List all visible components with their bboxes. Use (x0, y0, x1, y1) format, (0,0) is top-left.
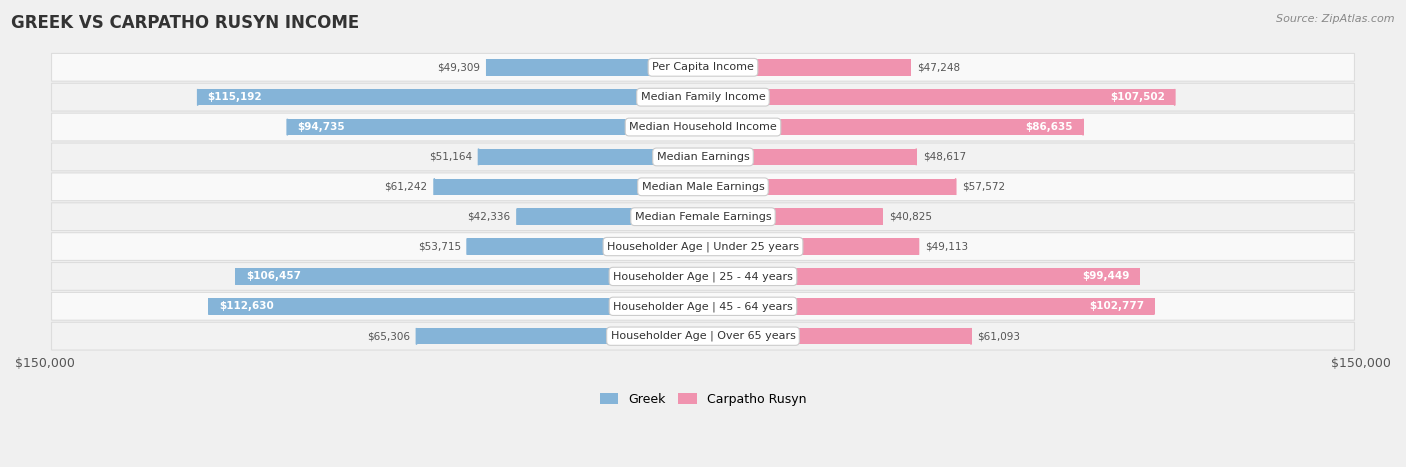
Text: Median Earnings: Median Earnings (657, 152, 749, 162)
Bar (703, 208, 882, 225)
FancyBboxPatch shape (52, 143, 1354, 171)
Bar (703, 178, 956, 195)
Text: $102,777: $102,777 (1088, 301, 1144, 311)
Text: $112,630: $112,630 (219, 301, 274, 311)
Bar (287, 119, 703, 135)
Text: Householder Age | Under 25 years: Householder Age | Under 25 years (607, 241, 799, 252)
Text: $65,306: $65,306 (367, 331, 411, 341)
Text: Median Household Income: Median Household Income (628, 122, 778, 132)
FancyBboxPatch shape (52, 173, 1354, 201)
Bar (517, 208, 703, 225)
Bar (703, 238, 918, 255)
Text: Householder Age | 45 - 64 years: Householder Age | 45 - 64 years (613, 301, 793, 311)
FancyBboxPatch shape (52, 53, 1354, 81)
Text: $61,093: $61,093 (977, 331, 1021, 341)
Text: $47,248: $47,248 (917, 62, 960, 72)
Text: Median Family Income: Median Family Income (641, 92, 765, 102)
Text: $94,735: $94,735 (297, 122, 344, 132)
Text: Source: ZipAtlas.com: Source: ZipAtlas.com (1277, 14, 1395, 24)
Text: $42,336: $42,336 (468, 212, 510, 222)
Bar (703, 59, 910, 76)
Text: Householder Age | 25 - 44 years: Householder Age | 25 - 44 years (613, 271, 793, 282)
Bar (416, 328, 703, 344)
Bar (486, 59, 703, 76)
Text: Median Female Earnings: Median Female Earnings (634, 212, 772, 222)
FancyBboxPatch shape (52, 322, 1354, 350)
Bar (703, 328, 972, 344)
FancyBboxPatch shape (52, 113, 1354, 141)
Bar (703, 89, 1174, 106)
Text: $40,825: $40,825 (889, 212, 932, 222)
Text: $115,192: $115,192 (208, 92, 262, 102)
Text: $49,309: $49,309 (437, 62, 479, 72)
Bar (703, 298, 1154, 314)
Text: Householder Age | Over 65 years: Householder Age | Over 65 years (610, 331, 796, 341)
Text: Per Capita Income: Per Capita Income (652, 62, 754, 72)
Bar (703, 149, 917, 165)
Text: $57,572: $57,572 (962, 182, 1005, 192)
Text: Median Male Earnings: Median Male Earnings (641, 182, 765, 192)
FancyBboxPatch shape (52, 203, 1354, 231)
Bar (209, 298, 703, 314)
FancyBboxPatch shape (52, 233, 1354, 261)
Text: $106,457: $106,457 (246, 271, 301, 282)
Text: $51,164: $51,164 (429, 152, 472, 162)
Text: GREEK VS CARPATHO RUSYN INCOME: GREEK VS CARPATHO RUSYN INCOME (11, 14, 360, 32)
Bar (467, 238, 703, 255)
Text: $53,715: $53,715 (418, 241, 461, 252)
FancyBboxPatch shape (52, 292, 1354, 320)
Bar (198, 89, 703, 106)
Bar (703, 119, 1083, 135)
Text: $99,449: $99,449 (1083, 271, 1129, 282)
Text: $49,113: $49,113 (925, 241, 969, 252)
Text: $86,635: $86,635 (1026, 122, 1073, 132)
Text: $61,242: $61,242 (385, 182, 427, 192)
Text: $107,502: $107,502 (1109, 92, 1164, 102)
FancyBboxPatch shape (52, 83, 1354, 111)
Bar (434, 178, 703, 195)
Bar (478, 149, 703, 165)
Bar (236, 268, 703, 285)
FancyBboxPatch shape (52, 262, 1354, 290)
Legend: Greek, Carpatho Rusyn: Greek, Carpatho Rusyn (595, 388, 811, 410)
Text: $48,617: $48,617 (922, 152, 966, 162)
Bar (703, 268, 1139, 285)
